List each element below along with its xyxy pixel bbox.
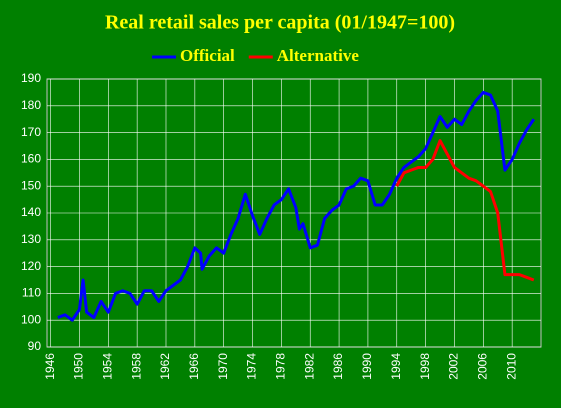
- series-line: [395, 139, 535, 282]
- x-tick-label: 1966: [187, 353, 201, 380]
- series-line: [57, 90, 536, 322]
- y-tick-label: 140: [21, 205, 41, 219]
- x-tick-label: 1958: [129, 353, 143, 380]
- y-tick-label: 90: [28, 339, 42, 353]
- x-tick-label: 2006: [475, 353, 489, 380]
- y-tick-label: 130: [21, 232, 41, 246]
- y-tick-label: 180: [21, 98, 41, 112]
- x-tick-label: 1974: [245, 353, 259, 380]
- y-tick-label: 150: [21, 178, 41, 192]
- x-tick-label: 2002: [447, 353, 461, 380]
- y-tick-label: 120: [21, 259, 41, 273]
- x-tick-label: 1990: [360, 353, 374, 380]
- x-tick-label: 1994: [389, 353, 403, 380]
- y-tick-label: 110: [22, 286, 41, 300]
- x-tick-label: 1986: [331, 353, 345, 380]
- legend-label: Alternative: [277, 46, 360, 65]
- x-tick-label: 1950: [72, 353, 86, 380]
- x-tick-label: 1998: [418, 353, 432, 380]
- y-tick-label: 170: [21, 125, 41, 139]
- y-tick-label: 100: [21, 312, 41, 326]
- x-tick-label: 1954: [100, 353, 114, 380]
- legend-label: Official: [180, 46, 235, 65]
- x-tick-label: 1962: [158, 353, 172, 380]
- y-tick-label: 160: [21, 152, 41, 166]
- x-tick-label: 1982: [302, 353, 316, 380]
- x-tick-label: 1978: [274, 353, 288, 380]
- x-tick-label: 1946: [43, 353, 57, 380]
- y-tick-label: 190: [21, 71, 41, 85]
- x-tick-label: 2010: [504, 353, 518, 380]
- x-tick-label: 1970: [216, 353, 230, 380]
- chart-title: Real retail sales per capita (01/1947=10…: [105, 12, 455, 34]
